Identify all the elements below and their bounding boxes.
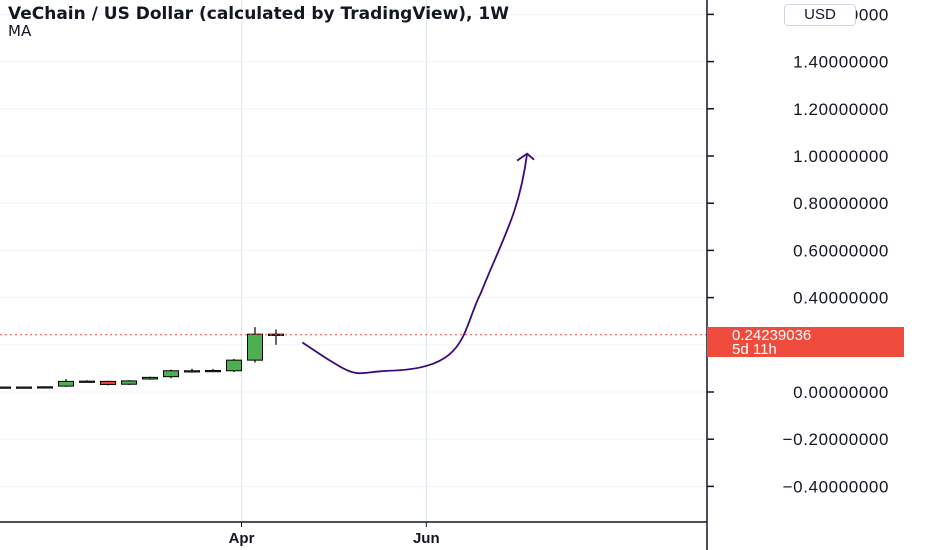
price-axis-label: 1.20000000 (793, 100, 889, 119)
grid-lines (0, 0, 707, 522)
projection-arrow-curve (301, 153, 528, 375)
current-price-value: 0.24239036 (732, 327, 812, 344)
time-axis-label: Apr (229, 530, 255, 547)
candle-body (58, 380, 74, 387)
candle-body (226, 359, 242, 372)
current-price-label: 0.24239036 5d 11h (707, 327, 904, 357)
price-axis-label: 0.00000000 (793, 383, 889, 402)
candle-body (0, 386, 11, 389)
candles (0, 327, 284, 389)
chart-title: VeChain / US Dollar (calculated by Tradi… (8, 4, 510, 24)
currency-button[interactable]: USD (784, 4, 856, 26)
ma-indicator-label[interactable]: MA (8, 22, 32, 40)
price-axis-label: −0.20000000 (783, 430, 889, 449)
candle-body (247, 333, 263, 361)
candle-body (163, 370, 179, 378)
price-axis-label: 0.80000000 (793, 194, 889, 213)
price-axis-label: 1.40000000 (793, 53, 889, 72)
price-axis-label: 0.40000000 (793, 289, 889, 308)
price-axis-label: 1.00000000 (793, 147, 889, 166)
candle-body (142, 376, 158, 380)
candle-body (79, 380, 95, 383)
candle-body (205, 370, 221, 373)
projection-arrow (301, 152, 535, 375)
candle-body (16, 386, 32, 389)
candle-body (184, 370, 200, 373)
candle-body (37, 386, 53, 389)
price-axis[interactable]: 1.600000001.400000001.200000001.00000000… (707, 5, 889, 496)
time-axis-label: Jun (413, 530, 440, 547)
projection-arrow-head (516, 152, 535, 162)
candle-body (121, 380, 137, 385)
price-axis-label: −0.40000000 (783, 477, 889, 496)
bar-countdown: 5d 11h (732, 341, 777, 358)
candle-body (100, 380, 116, 385)
price-axis-label: 0.60000000 (793, 241, 889, 260)
time-axis[interactable]: Apr Jun (229, 522, 440, 547)
